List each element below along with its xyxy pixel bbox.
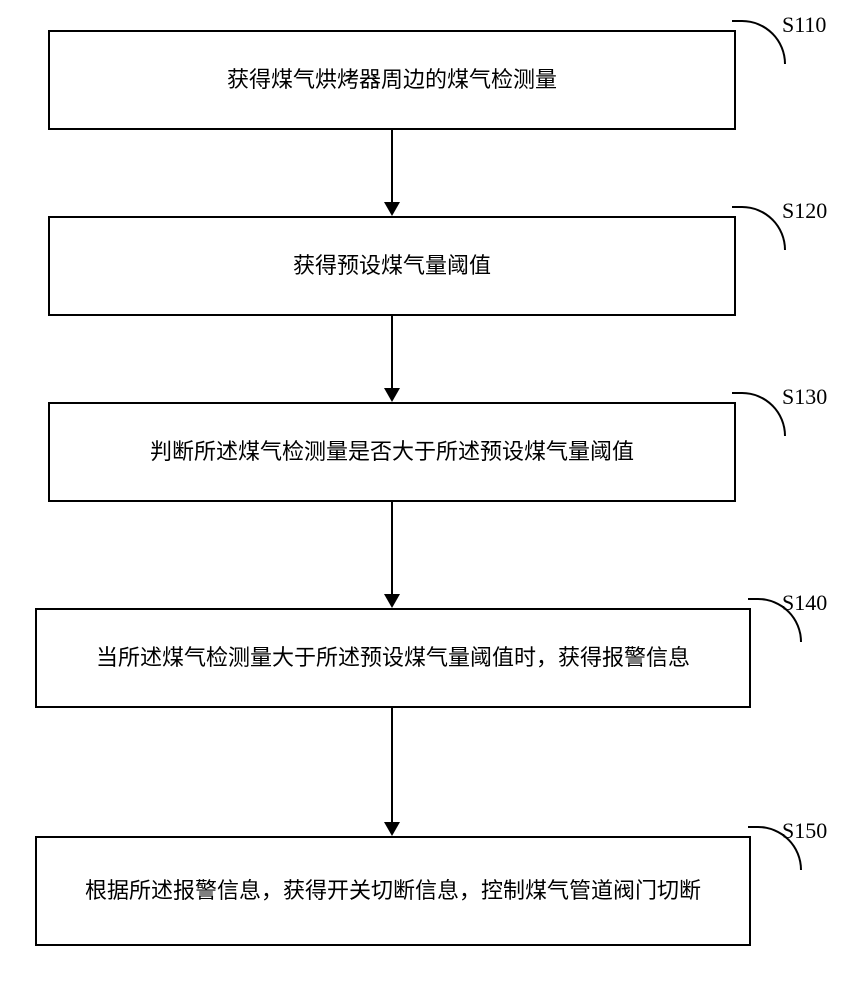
step-text-s150: 根据所述报警信息，获得开关切断信息，控制煤气管道阀门切断 [85,873,701,908]
step-box-s120: 获得预设煤气量阈值 [48,216,736,316]
step-box-s110: 获得煤气烘烤器周边的煤气检测量 [48,30,736,130]
step-box-s130: 判断所述煤气检测量是否大于所述预设煤气量阈值 [48,402,736,502]
connector-s110 [732,20,786,64]
step-text-s120: 获得预设煤气量阈值 [293,248,491,283]
step-box-s140: 当所述煤气检测量大于所述预设煤气量阈值时，获得报警信息 [35,608,751,708]
step-label-s110: S110 [782,12,826,38]
step-text-s110: 获得煤气烘烤器周边的煤气检测量 [227,62,557,97]
step-box-s150: 根据所述报警信息，获得开关切断信息，控制煤气管道阀门切断 [35,836,751,946]
step-label-s130: S130 [782,384,827,410]
connector-s130 [732,392,786,436]
step-label-s120: S120 [782,198,827,224]
step-text-s140: 当所述煤气检测量大于所述预设煤气量阈值时，获得报警信息 [96,640,690,675]
step-label-s140: S140 [782,590,827,616]
step-label-s150: S150 [782,818,827,844]
connector-s120 [732,206,786,250]
step-text-s130: 判断所述煤气检测量是否大于所述预设煤气量阈值 [150,434,634,469]
flowchart-container: 获得煤气烘烤器周边的煤气检测量 S110 获得预设煤气量阈值 S120 判断所述… [0,0,849,1000]
